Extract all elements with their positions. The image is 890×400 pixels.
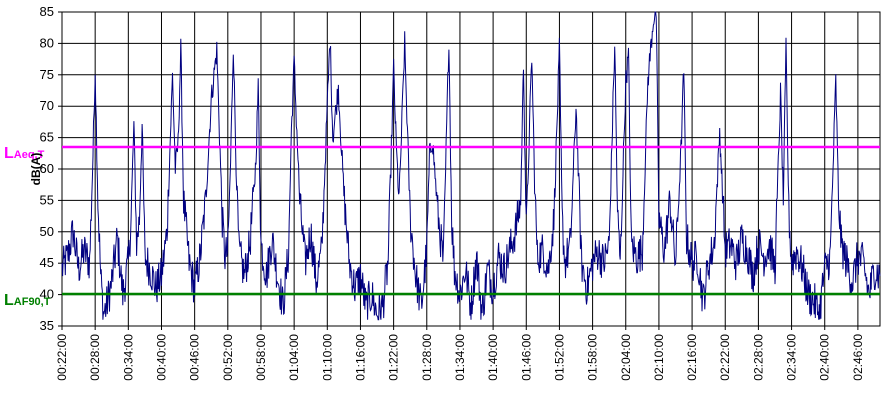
- x-tick-label: 00:28:00: [88, 334, 102, 381]
- x-tick-label: 00:22:00: [55, 334, 69, 381]
- x-tick-label: 01:28:00: [420, 334, 434, 381]
- x-tick-label: 02:28:00: [751, 334, 765, 381]
- x-tick-label: 02:10:00: [652, 334, 666, 381]
- y-tick-label: 75: [40, 67, 54, 82]
- reference-label-0: LAeq,T: [4, 145, 45, 162]
- x-tick-label: 00:58:00: [254, 334, 268, 381]
- y-axis-ticks: 35 40 45 50 55 60 65 70 75 80 85: [40, 4, 62, 333]
- x-tick-label: 01:40:00: [486, 334, 500, 381]
- x-tick-label: 00:40:00: [154, 334, 168, 381]
- x-tick-label: 01:22:00: [387, 334, 401, 381]
- y-tick-label: 85: [40, 4, 54, 19]
- x-tick-label: 02:04:00: [619, 334, 633, 381]
- x-tick-label: 00:46:00: [188, 334, 202, 381]
- x-tick-label: 01:46:00: [519, 334, 533, 381]
- x-tick-label: 02:46:00: [851, 334, 865, 381]
- y-tick-label: 80: [40, 35, 54, 50]
- x-tick-label: 00:34:00: [121, 334, 135, 381]
- series-layer: [61, 11, 881, 321]
- x-tick-label: 01:10:00: [320, 334, 334, 381]
- x-tick-label: 02:34:00: [785, 334, 799, 381]
- reference-label-1: LAF90,T: [4, 292, 51, 309]
- grid: [61, 11, 880, 327]
- y-axis-label: dB(A): [29, 153, 43, 186]
- x-tick-label: 01:04:00: [287, 334, 301, 381]
- x-tick-label: 02:22:00: [718, 334, 732, 381]
- x-tick-label: 00:52:00: [221, 334, 235, 381]
- x-tick-label: 02:16:00: [685, 334, 699, 381]
- y-tick-label: 40: [40, 287, 54, 302]
- x-tick-label: 01:16:00: [353, 334, 367, 381]
- x-axis-ticks: 00:22:00 00:28:00 00:34:00 00:40:00 00:46:00…: [55, 326, 865, 381]
- y-tick-label: 65: [40, 130, 54, 145]
- series-line-0: [61, 11, 881, 321]
- y-tick-label: 45: [40, 255, 54, 270]
- x-tick-label: 01:52:00: [552, 334, 566, 381]
- x-tick-label: 02:40:00: [818, 334, 832, 381]
- y-tick-label: 60: [40, 161, 54, 176]
- y-tick-label: 35: [40, 318, 54, 333]
- x-tick-label: 01:34:00: [453, 334, 467, 381]
- y-tick-label: 50: [40, 224, 54, 239]
- reference-lines: LAeq,T LAF90,T: [4, 145, 880, 309]
- x-tick-label: 01:58:00: [586, 334, 600, 381]
- y-tick-label: 70: [40, 98, 54, 113]
- y-tick-label: 55: [40, 192, 54, 207]
